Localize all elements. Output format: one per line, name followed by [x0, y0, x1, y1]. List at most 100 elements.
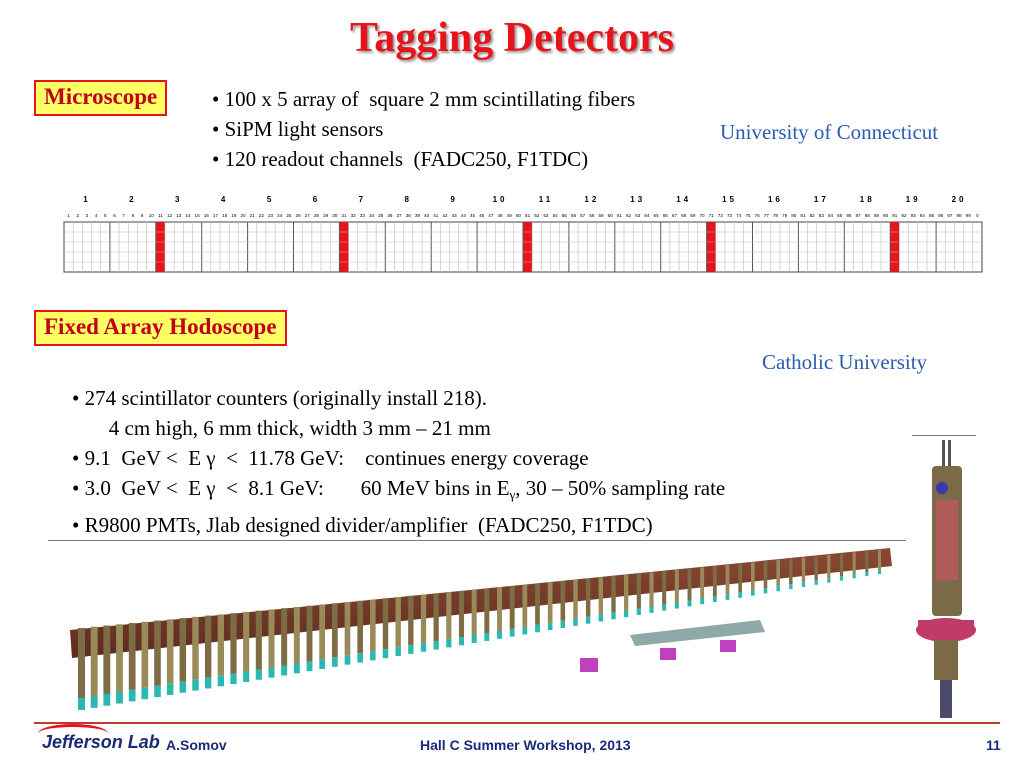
- scintillator-counter: [789, 558, 793, 585]
- group-number-label: 6: [313, 195, 320, 204]
- fiber-number-label: 81: [800, 213, 806, 218]
- pmt: [243, 671, 250, 682]
- hodoscope-bullet: • 274 scintillator counters (originally …: [72, 386, 488, 410]
- fiber-number-label: 50: [516, 213, 522, 218]
- fiber-number-label: 20: [240, 213, 246, 218]
- highlighted-fiber-column: [155, 222, 165, 272]
- scintillator-counter: [90, 626, 98, 696]
- fiber-number-label: 11: [158, 213, 163, 218]
- fiber-number-label: 25: [286, 213, 292, 218]
- pmt: [497, 630, 502, 639]
- scintillator-counter: [319, 604, 326, 660]
- short-divider: [912, 435, 976, 436]
- microscope-bullets: • 100 x 5 array of square 2 mm scintilla…: [212, 84, 635, 174]
- scintillator-counter: [484, 588, 490, 633]
- pmt: [255, 669, 262, 680]
- institution-catholic: Catholic University: [762, 350, 928, 374]
- scintillator-counter: [878, 550, 881, 570]
- fiber-number-label: 13: [176, 213, 182, 218]
- scintillator-counter: [509, 585, 515, 629]
- pmt: [687, 600, 692, 607]
- group-number-label: 20: [952, 195, 967, 204]
- pmt: [738, 592, 743, 598]
- pmt: [535, 624, 540, 633]
- fiber-number-label: 5: [104, 213, 107, 218]
- scintillator-counter: [166, 619, 174, 684]
- fiber-number-label: 63: [635, 213, 641, 218]
- scintillator-counter: [154, 620, 161, 686]
- scintillator-counter: [624, 574, 629, 611]
- scintillator-counter: [471, 589, 477, 636]
- support-rail: [630, 620, 765, 646]
- fiber-number-label: 55: [562, 213, 568, 218]
- group-number-label: 14: [676, 195, 691, 204]
- fiber-number-label: 80: [791, 213, 797, 218]
- pmt: [712, 596, 717, 603]
- fiber-number-label: 58: [589, 213, 595, 218]
- scintillator-counter: [611, 576, 616, 613]
- pmt: [319, 659, 326, 669]
- highlighted-fiber-column: [523, 222, 533, 272]
- fiber-number-label: 77: [764, 213, 770, 218]
- fiber-number-label: 84: [828, 213, 834, 218]
- scintillator-counter: [78, 628, 85, 698]
- pmt: [725, 594, 730, 600]
- scintillator-counter: [217, 614, 224, 676]
- fiber-number-label: 49: [507, 213, 513, 218]
- fiber-number-label: 52: [534, 213, 540, 218]
- pmt: [433, 641, 439, 650]
- gamma-subscript: γ: [509, 487, 516, 502]
- group-number-label: 9: [450, 195, 457, 204]
- scintillator-counter: [725, 564, 730, 595]
- scintillator-counter: [738, 563, 743, 593]
- highlighted-fiber-column: [339, 222, 349, 272]
- fiber-number-label: 12: [167, 213, 173, 218]
- fiber-number-label: 18: [222, 213, 228, 218]
- highlighted-fiber-column: [890, 222, 900, 272]
- fiber-number-label: 90: [883, 213, 889, 218]
- scintillator-counter: [204, 615, 212, 678]
- fiber-number-label: 34: [369, 213, 375, 218]
- fiber-number-label: 60: [608, 213, 614, 218]
- fiber-number-label: 73: [727, 213, 733, 218]
- scintillator-counter: [636, 573, 641, 609]
- pmt: [547, 622, 553, 631]
- fiber-number-label: 16: [204, 213, 210, 218]
- group-number-label: 4: [221, 195, 228, 204]
- scintillator-counter: [344, 602, 351, 656]
- fiber-number-label: 6: [113, 213, 116, 218]
- fiber-number-label: 56: [571, 213, 577, 218]
- hodoscope-bullet: • 9.1 GeV < E γ < 11.78 GeV: continues e…: [72, 446, 589, 470]
- fiber-number-label: 79: [782, 213, 788, 218]
- fiber-number-label: 89: [874, 213, 880, 218]
- scintillator-counter: [776, 559, 780, 587]
- pmt: [611, 612, 616, 620]
- fiber-number-label: 32: [351, 213, 357, 218]
- scintillator-counter: [408, 595, 414, 646]
- pmt: [624, 610, 629, 618]
- scintillator-counter: [535, 583, 540, 625]
- group-number-label: 1: [83, 195, 90, 204]
- fiber-number-label: 22: [259, 213, 265, 218]
- microscope-bullet: • 120 readout channels (FADC250, F1TDC): [212, 147, 589, 171]
- scintillator-counter: [573, 579, 578, 619]
- fiber-number-label: 46: [479, 213, 485, 218]
- microscope-bullet: • SiPM light sensors: [212, 117, 384, 141]
- fiber-number-label: 82: [810, 213, 816, 218]
- group-number-label: 15: [722, 195, 737, 204]
- fiber-number-label: 23: [268, 213, 274, 218]
- scintillator-counter: [839, 553, 844, 577]
- group-number-label: 16: [768, 195, 783, 204]
- pmt: [217, 675, 224, 687]
- pmt: [293, 663, 300, 674]
- pmt: [116, 691, 123, 704]
- pmt: [827, 578, 831, 583]
- fiber-number-label: 15: [195, 213, 201, 218]
- fiber-number-labels: 1 2 3 4 5 6 7 8 9 10 11 12 13 14 15 16 17 18 19 20 21 22 23 24 2…: [67, 213, 979, 218]
- pmt: [420, 643, 427, 652]
- fiber-number-label: 37: [397, 213, 403, 218]
- fiber-number-label: 64: [644, 213, 650, 218]
- fiber-number-label: 24: [277, 213, 283, 218]
- fiber-number-label: 31: [341, 213, 347, 218]
- pmt: [636, 608, 641, 616]
